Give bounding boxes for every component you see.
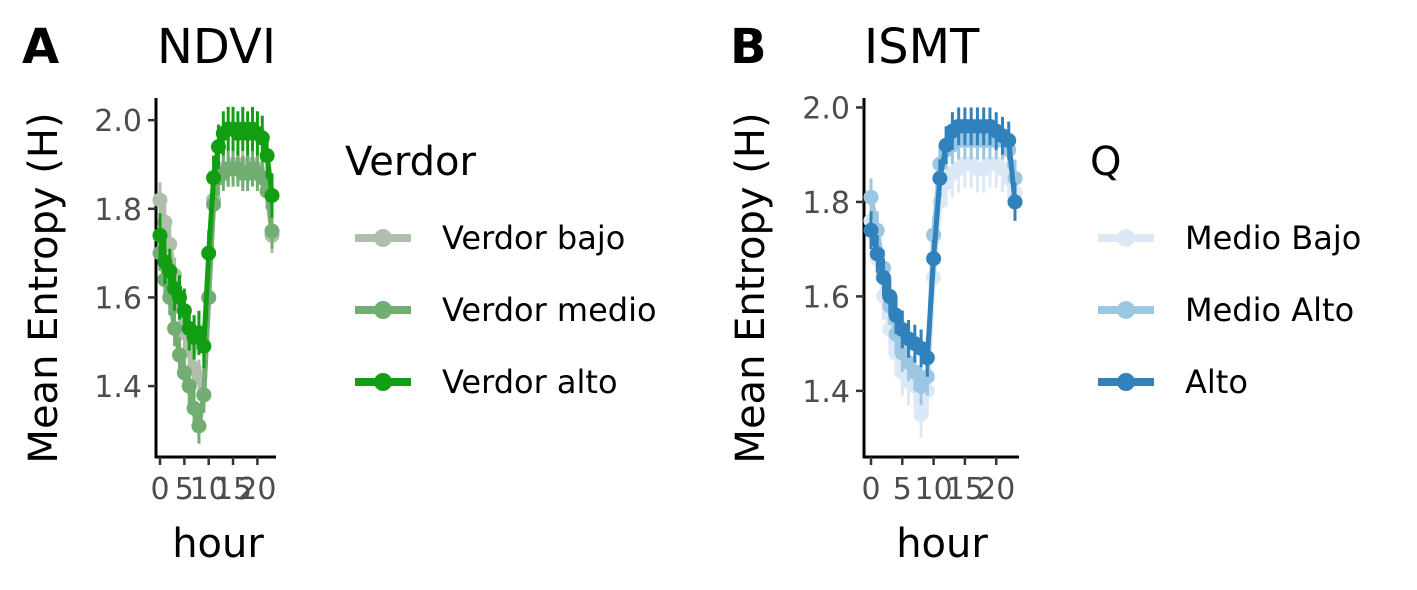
data-point [919, 350, 935, 366]
legend-key-point [374, 229, 392, 247]
data-point [186, 400, 202, 416]
x-axis-title-b: hour [896, 521, 988, 567]
data-point [913, 406, 929, 422]
legend-entry: Verdor medio [355, 291, 657, 329]
data-point [191, 325, 207, 341]
panel-a-letter: A [22, 19, 59, 75]
x-tick-label: 20 [977, 472, 1015, 507]
y-tick-label: 1.4 [802, 375, 850, 410]
data-point [882, 288, 898, 304]
y-tick-label: 1.8 [802, 186, 850, 221]
series-alto [863, 107, 1023, 377]
legend-entry: Medio Alto [1098, 291, 1354, 329]
legend-key-point [1117, 373, 1135, 391]
legend-label: Alto [1185, 363, 1248, 401]
data-point [171, 347, 187, 363]
legend-key-point [374, 373, 392, 391]
y-axis-title-a: Mean Entropy (H) [21, 112, 67, 463]
legend-entry: Medio Bajo [1098, 219, 1361, 257]
legend-entry: Verdor bajo [355, 219, 625, 257]
data-point [201, 245, 217, 261]
data-point [167, 320, 183, 336]
data-point [196, 338, 212, 354]
data-point [264, 188, 280, 204]
x-tick-label: 0 [150, 472, 169, 507]
y-tick-label: 1.4 [94, 370, 142, 405]
legend-key-point [374, 301, 392, 319]
data-point [210, 139, 226, 155]
legend-a: Verdor Verdor bajo Verdor medio Verdor alt… [345, 139, 657, 401]
series-verdor-alto [152, 106, 280, 369]
data-point [876, 270, 892, 285]
data-point [191, 418, 207, 434]
legend-entry: Verdor alto [355, 363, 618, 401]
data-point [888, 307, 904, 323]
x-tick-label: 20 [238, 472, 276, 507]
data-point [938, 137, 954, 153]
y-axis-title-b: Mean Entropy (H) [728, 112, 774, 463]
data-point [926, 251, 942, 267]
data-point [206, 170, 222, 186]
data-point [264, 223, 280, 239]
legend-label: Medio Bajo [1185, 219, 1361, 257]
legend-b: Q Medio Bajo Medio Alto Alto [1090, 139, 1361, 401]
x-tick-label: 15 [214, 472, 252, 507]
legend-a-title: Verdor [345, 139, 476, 185]
data-point [162, 263, 178, 279]
legend-label: Verdor alto [442, 363, 618, 401]
data-point [196, 387, 212, 403]
x-tick-label: 5 [893, 472, 912, 507]
data-point [932, 170, 948, 186]
x-axis-title-a: hour [172, 521, 264, 567]
x-tick-label: 10 [915, 472, 953, 507]
data-point [176, 303, 192, 319]
legend-key-point [1117, 301, 1135, 319]
data-point [1007, 194, 1023, 210]
data-point [152, 192, 168, 208]
data-point [152, 227, 168, 243]
data-point [259, 148, 275, 164]
legend-label: Verdor medio [442, 291, 657, 329]
legend-label: Medio Alto [1185, 291, 1354, 329]
panel-b-letter: B [730, 19, 767, 75]
data-point [869, 246, 885, 262]
x-tick-label: 15 [946, 472, 984, 507]
data-point [176, 365, 192, 381]
legend-b-title: Q [1090, 139, 1121, 185]
data-point [1001, 133, 1017, 149]
legend-label: Verdor bajo [442, 219, 625, 257]
data-point [171, 289, 187, 305]
panel-b-title: ISMT [864, 19, 980, 75]
y-tick-label: 2.0 [802, 91, 850, 126]
data-point [254, 130, 270, 146]
panel-a-title: NDVI [157, 19, 276, 75]
x-tick-label: 0 [861, 472, 880, 507]
data-point [907, 364, 923, 380]
y-tick-label: 1.6 [802, 280, 850, 315]
y-tick-label: 2.0 [94, 104, 142, 139]
legend-entry: Alto [1098, 363, 1248, 401]
x-tick-label: 10 [190, 472, 228, 507]
data-point [863, 189, 879, 205]
data-point [863, 222, 879, 238]
legend-key-point [1117, 229, 1135, 247]
y-tick-label: 1.8 [94, 193, 142, 228]
series-verdor-medio [152, 151, 280, 444]
y-tick-label: 1.6 [94, 281, 142, 316]
data-point [181, 378, 197, 394]
x-tick-label: 5 [175, 472, 194, 507]
